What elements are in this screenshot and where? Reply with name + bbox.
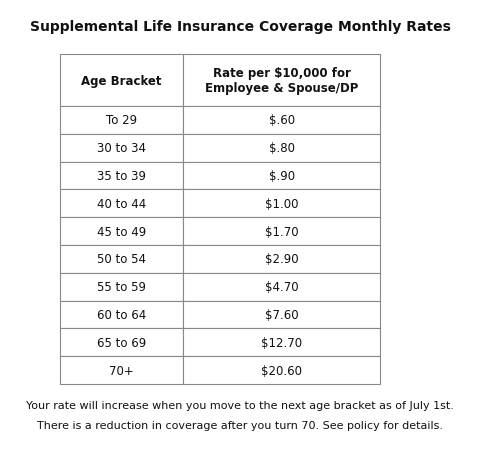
Text: 45 to 49: 45 to 49 bbox=[97, 225, 146, 238]
Bar bbox=[60, 329, 183, 356]
Text: Rate per $10,000 for
Employee & Spouse/DP: Rate per $10,000 for Employee & Spouse/D… bbox=[205, 67, 358, 95]
Bar bbox=[183, 107, 380, 135]
Text: $.60: $.60 bbox=[268, 114, 295, 127]
Bar bbox=[183, 190, 380, 218]
Bar bbox=[183, 162, 380, 190]
Text: 30 to 34: 30 to 34 bbox=[97, 142, 146, 155]
Bar bbox=[183, 356, 380, 384]
Bar bbox=[60, 245, 183, 273]
Text: 55 to 59: 55 to 59 bbox=[97, 281, 146, 293]
Bar bbox=[183, 135, 380, 162]
Text: $4.70: $4.70 bbox=[265, 281, 299, 293]
Bar bbox=[60, 135, 183, 162]
Bar bbox=[60, 107, 183, 135]
Text: Supplemental Life Insurance Coverage Monthly Rates: Supplemental Life Insurance Coverage Mon… bbox=[30, 20, 450, 34]
Bar bbox=[183, 301, 380, 329]
Text: $2.90: $2.90 bbox=[265, 253, 299, 266]
Text: $20.60: $20.60 bbox=[261, 364, 302, 377]
Text: $.90: $.90 bbox=[268, 170, 295, 182]
Text: There is a reduction in coverage after you turn 70. See policy for details.: There is a reduction in coverage after y… bbox=[37, 420, 443, 430]
Text: 50 to 54: 50 to 54 bbox=[97, 253, 146, 266]
Text: To 29: To 29 bbox=[106, 114, 137, 127]
Text: 40 to 44: 40 to 44 bbox=[97, 197, 146, 210]
Text: Your rate will increase when you move to the next age bracket as of July 1st.: Your rate will increase when you move to… bbox=[26, 400, 454, 410]
Text: $1.00: $1.00 bbox=[265, 197, 299, 210]
Bar bbox=[60, 273, 183, 301]
Bar bbox=[60, 301, 183, 329]
Text: $7.60: $7.60 bbox=[265, 308, 299, 321]
Text: 70+: 70+ bbox=[109, 364, 134, 377]
Bar bbox=[60, 55, 183, 107]
Text: 65 to 69: 65 to 69 bbox=[97, 336, 146, 349]
Bar bbox=[60, 190, 183, 218]
Text: 60 to 64: 60 to 64 bbox=[97, 308, 146, 321]
Bar bbox=[183, 329, 380, 356]
Text: $1.70: $1.70 bbox=[265, 225, 299, 238]
Text: $12.70: $12.70 bbox=[261, 336, 302, 349]
Text: Age Bracket: Age Bracket bbox=[81, 74, 162, 87]
Bar bbox=[60, 218, 183, 245]
Bar bbox=[183, 245, 380, 273]
Text: 35 to 39: 35 to 39 bbox=[97, 170, 146, 182]
Bar bbox=[183, 273, 380, 301]
Bar bbox=[60, 162, 183, 190]
Bar bbox=[60, 356, 183, 384]
Bar bbox=[183, 55, 380, 107]
Text: $.80: $.80 bbox=[269, 142, 295, 155]
Bar bbox=[183, 218, 380, 245]
